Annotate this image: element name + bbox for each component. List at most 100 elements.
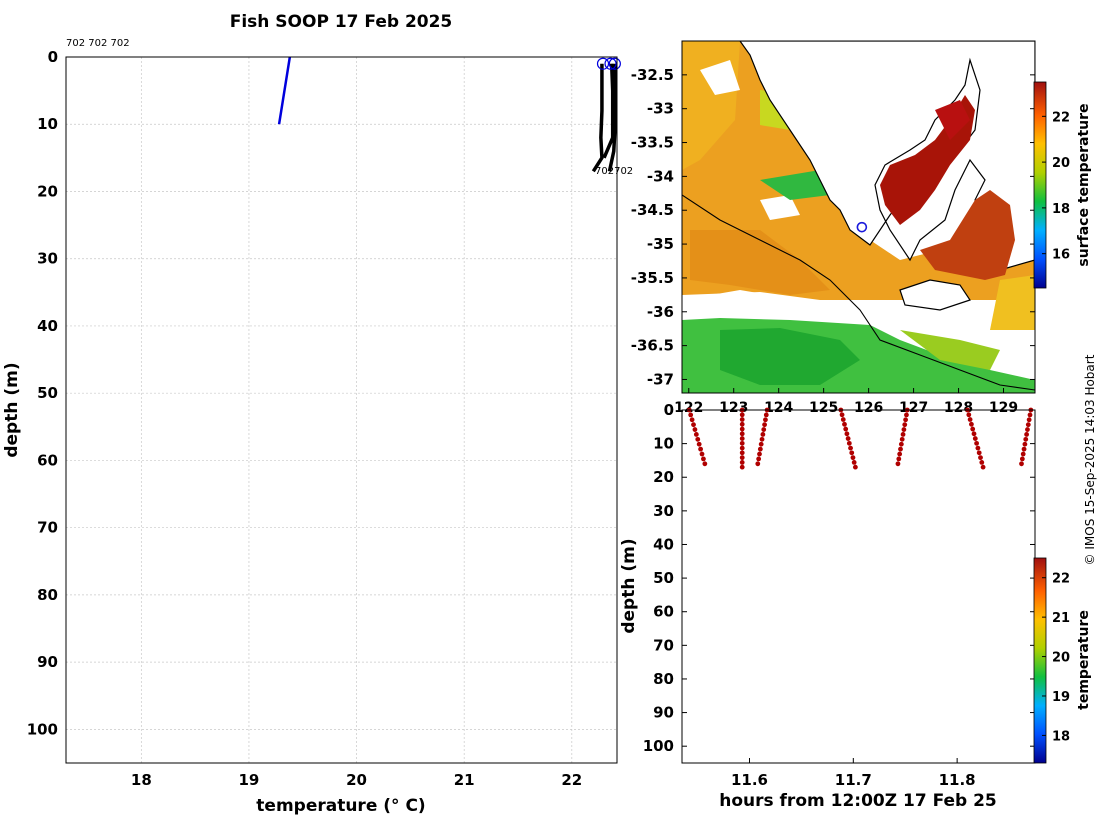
profile-x-tick-label: 18: [131, 771, 152, 789]
section-cast-point: [739, 421, 745, 427]
section-x-tick-label: 11.8: [939, 771, 976, 789]
sst-coastal-cool: [760, 170, 830, 200]
section-cast-point: [1020, 451, 1026, 457]
section-cast-point: [898, 446, 903, 452]
section-cast-point: [902, 422, 908, 428]
section-cast-point: [696, 441, 702, 447]
section-cast-point: [693, 432, 699, 437]
section-cast-point: [1023, 436, 1029, 442]
section-y-tick-label: 0: [664, 401, 674, 419]
section-cast-point: [763, 412, 769, 418]
section-cast-point: [979, 459, 985, 465]
section-cast-point: [739, 412, 745, 418]
section-cast-point: [739, 450, 745, 456]
section-cast-point: [840, 417, 846, 422]
map-y-tick-label: -32.5: [631, 66, 674, 84]
section-cast-point: [898, 441, 904, 447]
section-cast-point: [757, 446, 763, 452]
section-y-tick-label: 100: [643, 737, 674, 755]
section-cast-point: [972, 436, 978, 441]
section-cast-point: [763, 417, 768, 423]
section-y-tick-label: 60: [653, 603, 674, 621]
sst-warm-south: [690, 230, 830, 295]
section-cast-point: [739, 459, 745, 465]
profile-y-tick-label: 90: [37, 653, 58, 671]
sst-colorbar-ticks: 16 18 20 22: [1042, 110, 1070, 263]
section-y-tick-label: 40: [653, 535, 674, 553]
section-cast-point: [900, 432, 906, 437]
temperature-colorbar-tick-label: 19: [1052, 690, 1070, 705]
section-x-tick-label: 11.7: [835, 771, 872, 789]
map-y-tick-label: -36: [647, 303, 674, 321]
sst-field: [682, 41, 1035, 393]
section-cast-point: [974, 440, 979, 446]
section-cast-point: [896, 456, 902, 462]
map-y-tick-label: -33: [647, 100, 674, 118]
section-cast-point: [1025, 427, 1030, 432]
surface-marker: [604, 57, 617, 70]
section-cast-point: [849, 450, 855, 456]
section-cast-point: [702, 461, 708, 467]
section-y-tick-label: 30: [653, 502, 674, 520]
map-y-tick-label: -37: [647, 370, 674, 388]
vessel-position-marker: [856, 221, 868, 233]
section-cast-point: [760, 432, 766, 437]
cloud-gap: [700, 60, 740, 95]
sst-colorbar-tick-label: 16: [1052, 248, 1070, 263]
mainland-coast: [739, 41, 1035, 271]
section-cast-point: [848, 445, 853, 451]
section-cast-point: [971, 431, 977, 437]
profile-y-tick-label: 50: [37, 384, 58, 402]
section-cast-point: [699, 451, 705, 457]
section-x-label: hours from 12:00Z 17 Feb 25: [719, 791, 997, 811]
section-x-tick-label: 11.6: [731, 771, 768, 789]
profile-top-annotation: 702 702 702: [66, 38, 130, 49]
sst-colorbar-tick-label: 20: [1052, 156, 1070, 171]
gulf-warm-water-2: [920, 190, 1015, 280]
section-cast-point: [843, 426, 849, 432]
section-y-tick-label: 70: [653, 636, 674, 654]
map-y-tick-label: -34.5: [631, 201, 674, 219]
profile-y-tick-label: 100: [27, 720, 58, 738]
section-cast-point: [899, 436, 905, 442]
section-cast-point: [1024, 432, 1029, 437]
section-cast-point: [903, 417, 908, 423]
section-panel: 0 10 20 30 40 50 60 70 80 90 100 11.6 11.7 11.8 hours…: [619, 401, 1092, 811]
temperature-colorbar-tick-label: 20: [1052, 651, 1070, 666]
section-cast-point: [1026, 417, 1032, 423]
section-cast-point: [689, 417, 695, 423]
sst-colorbar-tick-label: 18: [1052, 202, 1070, 217]
island: [899, 279, 971, 311]
profile-x-tick-label: 20: [346, 771, 367, 789]
section-cast-point: [1022, 441, 1028, 447]
section-cast-point: [761, 427, 767, 432]
profile-y-tick-label: 40: [37, 317, 58, 335]
section-cast-point: [980, 464, 986, 470]
map-y-tick-label: -33.5: [631, 134, 674, 152]
profile-y-tick-label: 80: [37, 586, 58, 604]
sst-cool-edge: [900, 330, 1000, 370]
profile-y-tick-label: 10: [37, 115, 58, 133]
section-cast-point: [739, 417, 745, 422]
sst-cool-core: [720, 328, 860, 385]
profile-y-tick-label: 60: [37, 451, 58, 469]
section-cast-point: [978, 455, 983, 461]
section-cast-point: [759, 436, 765, 442]
profile-x-tick-label: 19: [239, 771, 260, 789]
sst-map-panel: -32.5 -33 -33.5 -34 -34.5 -35 -35.5 -36 -36.5 -37…: [631, 40, 1092, 416]
section-cast-point: [895, 461, 901, 467]
profile-grid: [66, 56, 617, 763]
section-cast-point: [739, 426, 745, 432]
profile-cast-line: [607, 63, 617, 172]
section-cast-point: [739, 436, 745, 441]
section-cast-point: [975, 445, 981, 451]
section-cast-point: [1025, 422, 1031, 428]
profile-y-tick-label: 20: [37, 182, 58, 200]
map-x-tick-label: 128: [944, 400, 973, 416]
section-cast-point: [842, 421, 847, 427]
profile-y-tick-label: 70: [37, 519, 58, 537]
cloud-gap: [682, 292, 880, 325]
map-y-tick-label: -36.5: [631, 337, 674, 355]
section-cast-point: [901, 427, 907, 432]
